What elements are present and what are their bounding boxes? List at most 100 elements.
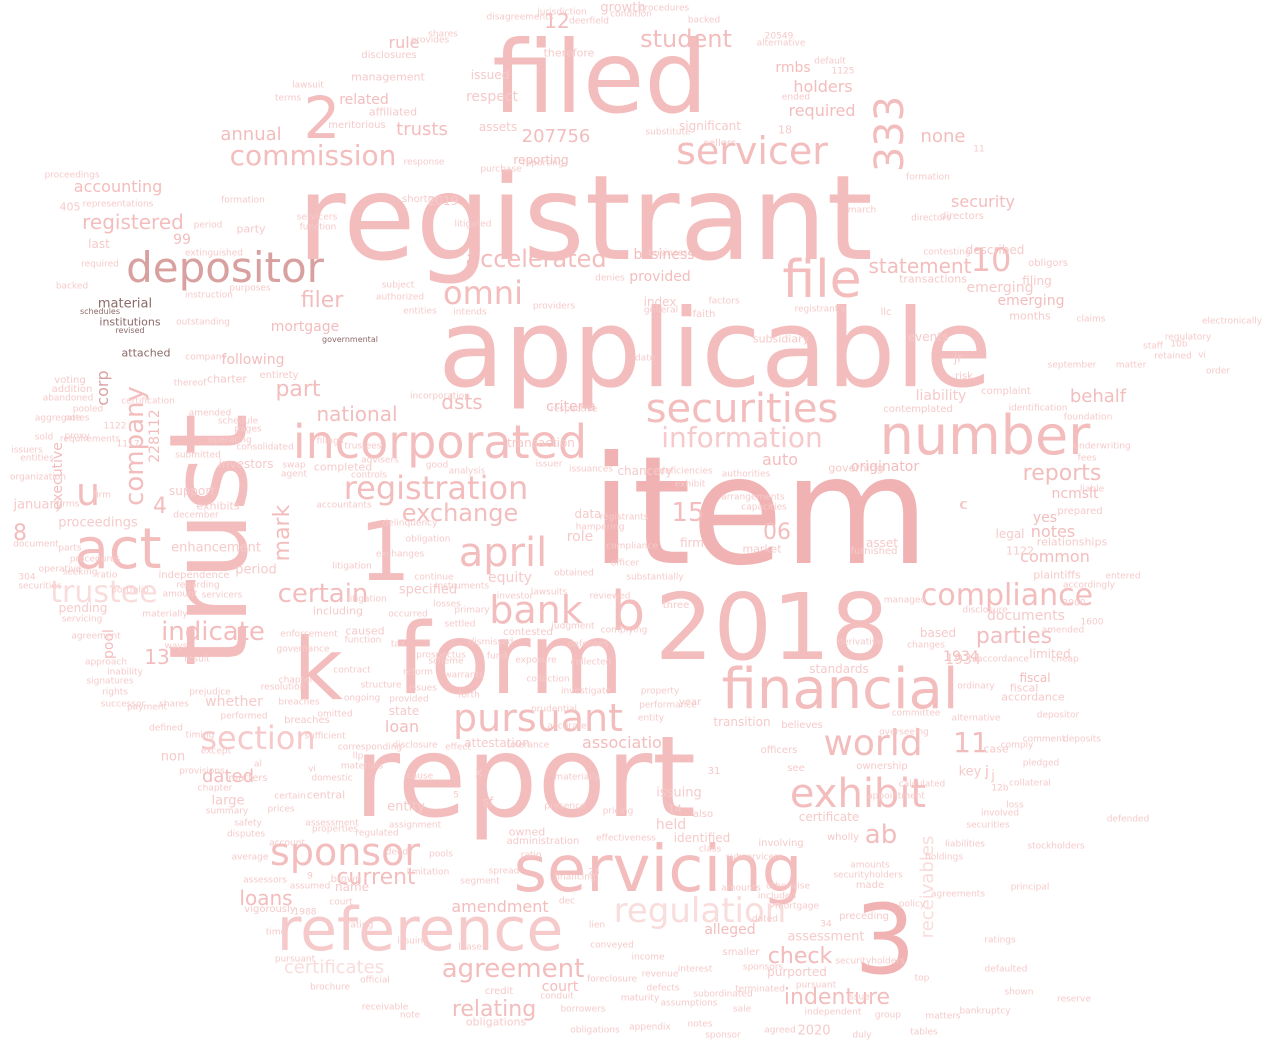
- word: obligations: [465, 1015, 527, 1029]
- word: accurate: [547, 721, 587, 732]
- word: formation: [221, 195, 265, 206]
- word: duly: [852, 1030, 872, 1041]
- word: reform: [402, 667, 434, 678]
- word: 2019: [427, 194, 459, 208]
- word: administration: [506, 836, 580, 847]
- word: emerging: [997, 293, 1065, 309]
- word: servicing: [513, 833, 803, 907]
- word: disclosure: [392, 740, 438, 751]
- word: agent: [281, 469, 307, 480]
- word: 9: [307, 871, 313, 882]
- word: hampering: [575, 522, 625, 533]
- word: emerging: [966, 280, 1034, 296]
- word: provides: [410, 35, 450, 46]
- word: breaches: [284, 715, 330, 726]
- word: dismissed: [468, 637, 514, 648]
- word: specified: [398, 582, 458, 598]
- word: 06: [763, 520, 791, 545]
- word: 23: [588, 867, 600, 878]
- word: central: [306, 788, 346, 802]
- word: performance: [639, 700, 697, 711]
- word: alternative: [951, 713, 1001, 724]
- word: period: [235, 562, 277, 578]
- word: inability: [107, 667, 143, 678]
- word: contract: [333, 665, 371, 676]
- word: comply: [1000, 740, 1034, 751]
- word: registrant's: [794, 304, 846, 315]
- word: exchanges: [375, 549, 425, 560]
- word: investigate: [560, 686, 612, 697]
- word: case: [983, 742, 1009, 756]
- word: relating: [451, 997, 537, 1022]
- word: breaches: [278, 697, 320, 708]
- word: materially: [142, 609, 188, 620]
- word: 99: [173, 232, 191, 248]
- word: accelerated: [465, 245, 607, 273]
- word: u: [75, 470, 101, 514]
- word: revised: [115, 326, 145, 335]
- word: liabilities: [945, 839, 985, 850]
- word: amended: [1041, 625, 1085, 636]
- word: mortgage: [270, 319, 340, 335]
- word: directors: [911, 213, 951, 224]
- word: firm: [93, 490, 111, 501]
- word: plaintiffs: [1033, 568, 1081, 582]
- word: representations: [82, 199, 154, 210]
- word: 15: [671, 498, 705, 528]
- word: legal: [995, 527, 1025, 541]
- word: january: [13, 497, 63, 513]
- word: date: [634, 353, 656, 364]
- word: reports: [1022, 461, 1102, 486]
- word: reporting: [513, 153, 569, 167]
- word: staff: [1143, 341, 1163, 352]
- word: alleged: [704, 922, 756, 938]
- word: securityholders: [835, 956, 905, 967]
- word: defects: [646, 983, 680, 994]
- word: securityholders: [833, 870, 903, 881]
- word: shown: [1004, 987, 1034, 998]
- word: 1117: [116, 439, 140, 450]
- word: respective: [550, 404, 598, 415]
- word: requirements: [59, 434, 121, 445]
- word: collection: [526, 674, 570, 685]
- word: defenses: [567, 639, 609, 650]
- word: held: [655, 817, 687, 833]
- word: schedules: [79, 307, 121, 316]
- word: filed: [492, 19, 708, 136]
- word: subsidiary: [752, 332, 810, 346]
- word: average: [231, 852, 269, 863]
- word: report: [353, 713, 697, 843]
- word: described: [965, 243, 1025, 257]
- word: notes: [64, 413, 90, 424]
- word: ab: [864, 820, 898, 850]
- word: regulated: [355, 828, 399, 839]
- word: abandoned: [42, 393, 94, 404]
- word: brochure: [309, 982, 351, 993]
- word: delinquency: [382, 518, 438, 529]
- word: trusts: [396, 119, 448, 140]
- word: last: [88, 237, 110, 251]
- word: servicing: [61, 614, 103, 625]
- word: pursuant: [274, 954, 316, 965]
- word: advisers: [361, 455, 399, 466]
- word: collateral: [1009, 778, 1051, 789]
- word: compliance: [606, 541, 658, 552]
- word: independent: [804, 1007, 862, 1018]
- word: ways: [164, 641, 188, 652]
- word: corresponding: [337, 742, 403, 753]
- word: limited: [1029, 647, 1071, 661]
- word: 31: [707, 766, 721, 777]
- word: dated: [751, 914, 779, 925]
- word: securities: [966, 820, 1010, 831]
- word: made: [855, 880, 885, 891]
- word: function: [299, 222, 337, 233]
- word: none: [920, 126, 966, 147]
- word: exhibits: [196, 499, 240, 513]
- word: credit: [484, 986, 514, 997]
- word: independence: [158, 570, 230, 581]
- word: amendment: [451, 897, 549, 916]
- word: shares: [428, 29, 458, 40]
- word: non: [160, 749, 186, 765]
- word: obligors: [1028, 258, 1068, 269]
- word: behalf: [1069, 386, 1127, 407]
